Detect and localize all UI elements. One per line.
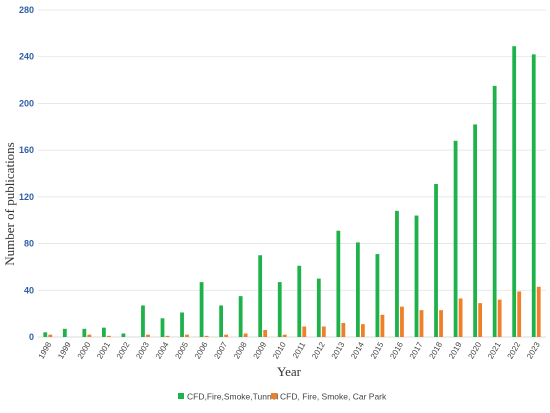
bar-tunnel bbox=[43, 332, 48, 337]
bar-car-park bbox=[419, 310, 424, 337]
legend-label-car-park: CFD, Fire, Smoke, Car Park bbox=[280, 392, 387, 402]
x-tick-label: 2002 bbox=[115, 340, 132, 360]
bar-tunnel bbox=[199, 282, 204, 337]
gridlines bbox=[38, 9, 546, 338]
bar-tunnel bbox=[453, 140, 458, 337]
x-tick-label: 2022 bbox=[506, 340, 523, 360]
bar-tunnel bbox=[531, 54, 536, 337]
bar-tunnel bbox=[82, 328, 87, 337]
bar-car-park bbox=[321, 326, 326, 337]
x-tick-label: 2000 bbox=[76, 340, 93, 360]
x-axis-title: Year bbox=[277, 364, 302, 379]
legend-swatch-tunnel bbox=[178, 393, 184, 399]
bar-tunnel bbox=[336, 230, 341, 337]
bar-tunnel bbox=[316, 278, 321, 337]
bar-tunnel bbox=[238, 296, 243, 338]
bar-tunnel bbox=[141, 305, 145, 337]
x-tick-label: 2005 bbox=[173, 340, 190, 360]
x-tick-label: 2013 bbox=[330, 340, 347, 360]
y-tick-label: 120 bbox=[19, 192, 34, 202]
bar-car-park bbox=[400, 306, 404, 337]
bar-car-park bbox=[360, 324, 365, 337]
x-tick-label: 2009 bbox=[252, 340, 269, 360]
x-tick-label: 2006 bbox=[193, 340, 210, 360]
bar-car-park bbox=[439, 310, 443, 337]
x-tick-label: 2001 bbox=[95, 340, 112, 360]
bar-car-park bbox=[243, 333, 248, 337]
bar-tunnel bbox=[375, 254, 380, 337]
x-tick-label: 2020 bbox=[466, 340, 483, 360]
x-tick-label: 2012 bbox=[310, 340, 327, 360]
y-tick-label: 240 bbox=[19, 52, 34, 62]
x-tick-label: 2023 bbox=[525, 340, 542, 360]
y-tick-label: 160 bbox=[19, 145, 34, 155]
bar-car-park bbox=[341, 322, 346, 337]
x-tick-label: 2007 bbox=[212, 340, 229, 360]
x-tick-label: 1998 bbox=[37, 340, 54, 360]
legend-swatch-car-park bbox=[271, 393, 277, 399]
bar-tunnel bbox=[297, 265, 302, 337]
legend-label-tunnel: CFD,Fire,Smoke,Tunnel bbox=[187, 392, 278, 402]
bar-car-park bbox=[165, 335, 170, 337]
x-tick-label: 2004 bbox=[154, 340, 171, 360]
bar-tunnel bbox=[101, 327, 106, 337]
bar-car-park bbox=[263, 329, 268, 337]
bar-tunnel bbox=[434, 184, 438, 337]
y-tick-label: 200 bbox=[19, 98, 34, 108]
bar-car-park bbox=[204, 335, 209, 337]
bar-tunnel bbox=[395, 210, 399, 337]
bar-car-park bbox=[302, 326, 307, 337]
x-tick-label: 2011 bbox=[291, 340, 308, 360]
bars bbox=[43, 46, 541, 338]
legend: CFD,Fire,Smoke,Tunnel CFD, Fire, Smoke, … bbox=[178, 392, 387, 402]
y-tick-label: 0 bbox=[29, 332, 34, 342]
bar-tunnel bbox=[277, 282, 282, 337]
bar-car-park bbox=[224, 334, 229, 337]
x-tick-label: 2021 bbox=[486, 340, 503, 360]
bar-car-park bbox=[478, 303, 483, 337]
bar-tunnel bbox=[160, 318, 165, 337]
y-tick-label: 40 bbox=[24, 285, 34, 295]
bar-car-park bbox=[185, 334, 189, 337]
bar-car-park bbox=[380, 314, 385, 337]
bar-tunnel bbox=[414, 215, 419, 337]
bar-car-park bbox=[146, 334, 150, 337]
x-tick-label: 2017 bbox=[408, 340, 425, 360]
x-tick-label: 2008 bbox=[232, 340, 249, 360]
bar-car-park bbox=[282, 334, 287, 337]
y-axis-ticks: 0 40 80 120 160 200 240 280 bbox=[19, 5, 34, 342]
bar-tunnel bbox=[492, 85, 497, 337]
y-axis-title: Number of publications bbox=[2, 142, 17, 265]
y-tick-label: 280 bbox=[19, 5, 34, 15]
x-tick-label: 2015 bbox=[369, 340, 386, 360]
x-tick-label: 2019 bbox=[447, 340, 464, 360]
bar-car-park bbox=[87, 334, 92, 337]
bar-tunnel bbox=[473, 124, 478, 337]
bar-car-park bbox=[48, 334, 53, 337]
x-tick-label: 2010 bbox=[271, 340, 288, 360]
bar-tunnel bbox=[121, 333, 126, 337]
bar-tunnel bbox=[180, 312, 184, 337]
y-tick-label: 80 bbox=[24, 239, 34, 249]
x-tick-label: 2014 bbox=[349, 340, 366, 360]
bar-car-park bbox=[106, 335, 111, 337]
bar-tunnel bbox=[62, 328, 67, 337]
bar-car-park bbox=[497, 299, 502, 337]
bar-tunnel bbox=[512, 46, 517, 337]
bar-tunnel bbox=[355, 242, 360, 337]
x-tick-label: 2003 bbox=[134, 340, 151, 360]
bar-tunnel bbox=[219, 305, 224, 337]
bar-tunnel bbox=[258, 255, 263, 337]
x-tick-label: 2018 bbox=[427, 340, 444, 360]
x-tick-label: 1999 bbox=[56, 340, 73, 360]
bar-car-park bbox=[536, 286, 541, 337]
x-axis-ticks: 1998 1999 2000 2001 2002 2003 2004 2005 2006 2007… bbox=[37, 340, 542, 360]
bar-car-park bbox=[517, 291, 522, 337]
bar-car-park bbox=[458, 298, 463, 337]
x-tick-label: 2016 bbox=[388, 340, 405, 360]
